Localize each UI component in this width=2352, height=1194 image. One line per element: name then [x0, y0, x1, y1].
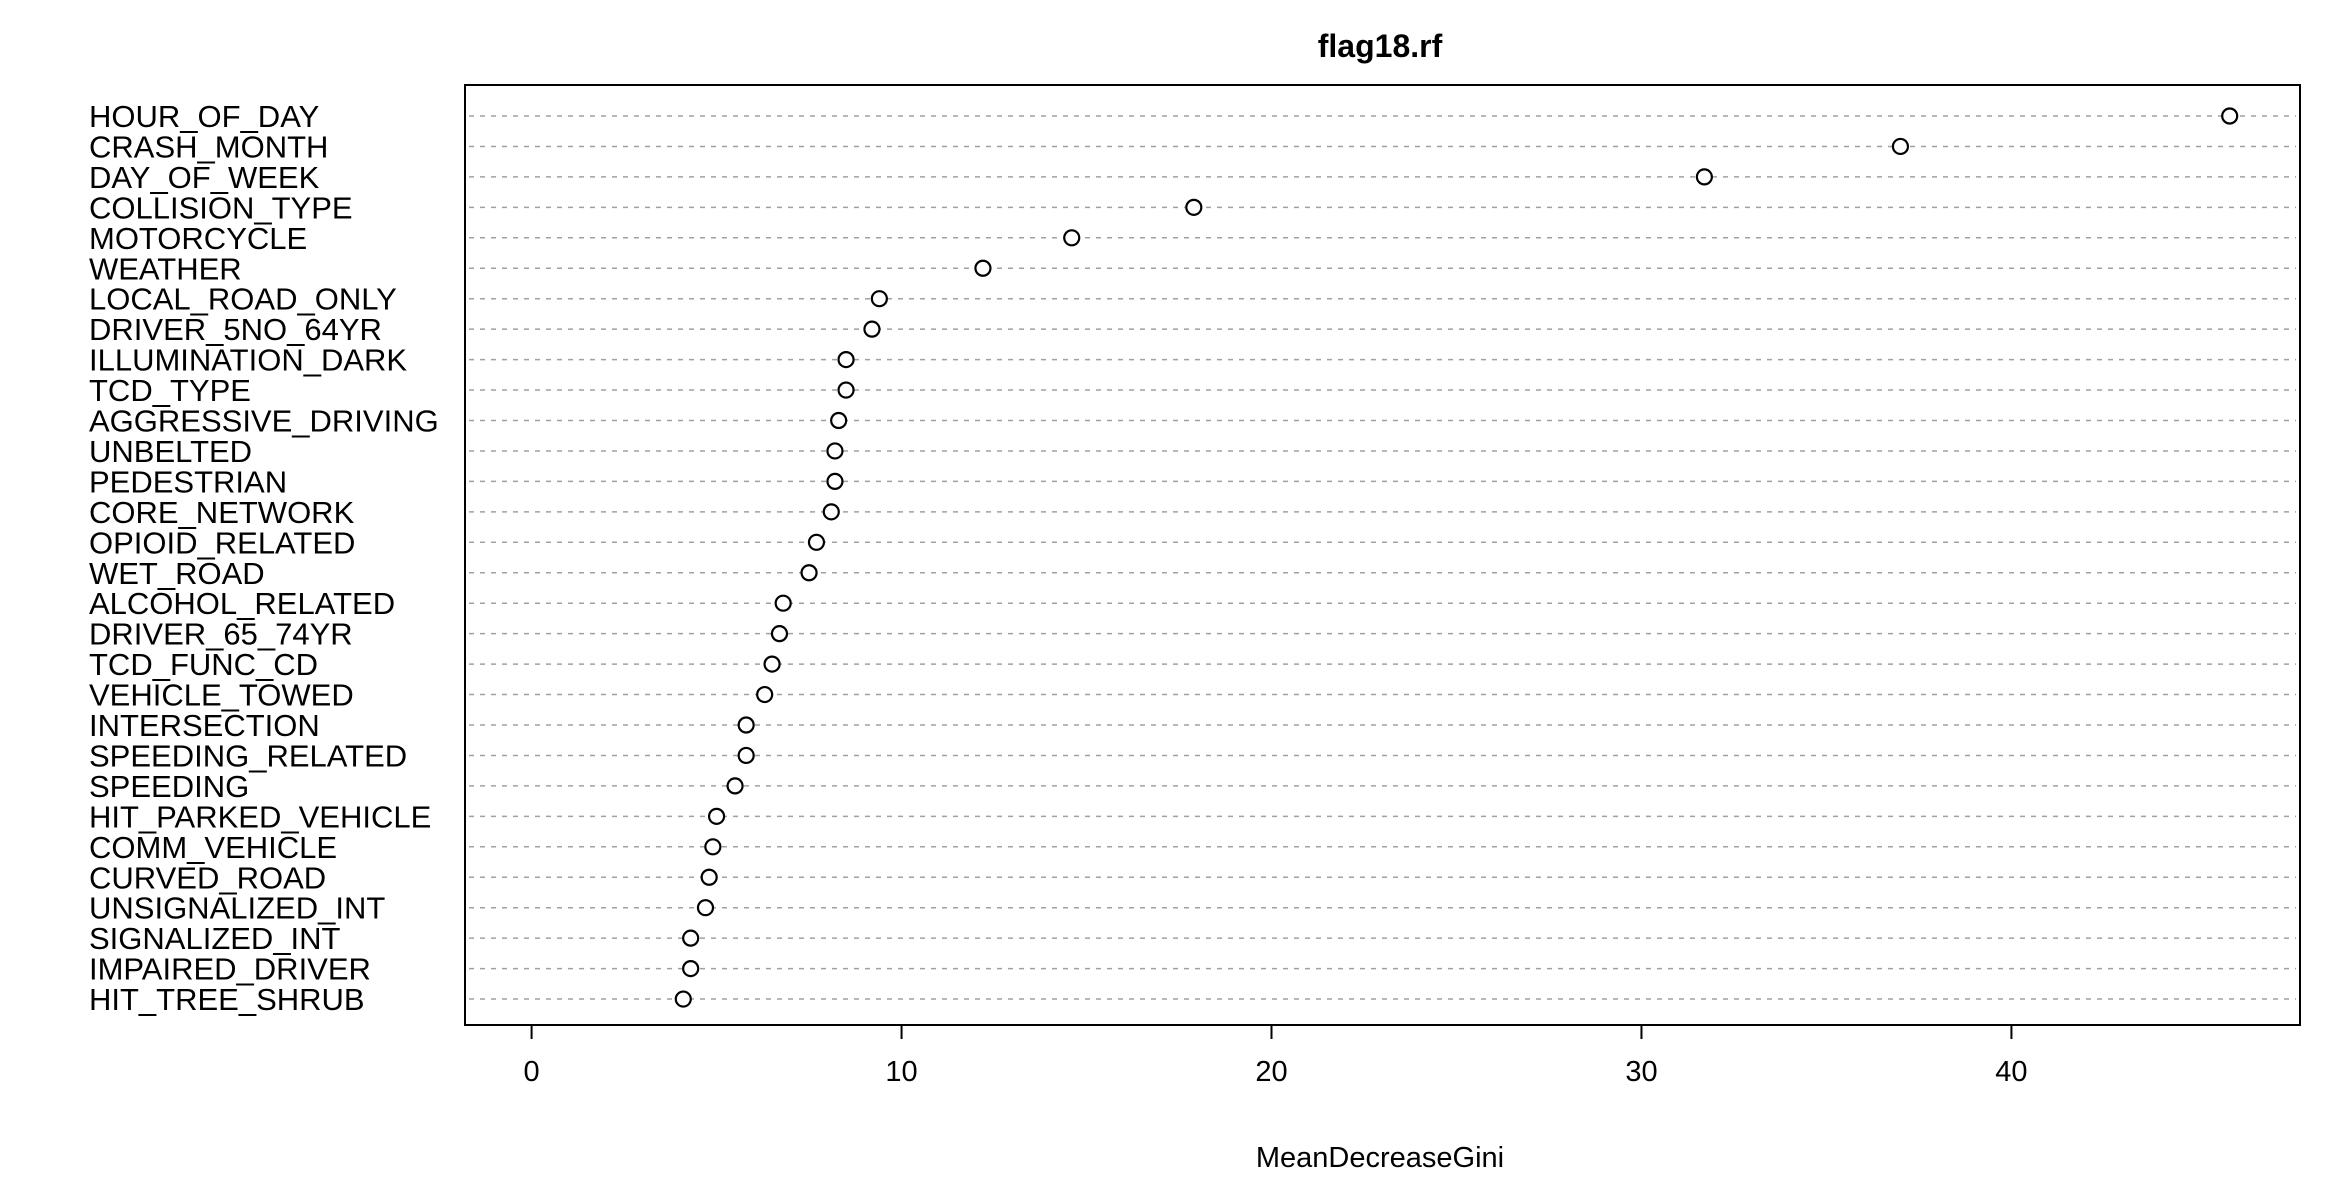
category-label: SPEEDING [89, 769, 249, 804]
category-label: CORE_NETWORK [89, 495, 355, 530]
data-points [674, 107, 2239, 1008]
data-point [737, 746, 755, 765]
category-label: DRIVER_5NO_64YR [89, 312, 382, 347]
x-tick-label: 0 [524, 1056, 540, 1088]
data-point [2221, 107, 2239, 125]
data-point [1185, 198, 1203, 216]
data-point [870, 290, 888, 308]
category-label: CURVED_ROAD [89, 860, 326, 895]
category-label: PEDESTRIAN [89, 464, 287, 499]
chart-title: flag18.rf [1318, 28, 1443, 64]
category-label: TCD_TYPE [89, 373, 251, 408]
category-label: SPEEDING_RELATED [89, 738, 407, 773]
x-axis: 0 10 20 30 40 [524, 1024, 2028, 1088]
x-tick-label: 30 [1625, 1056, 1657, 1088]
category-label: MOTORCYCLE [89, 221, 307, 256]
category-label: ILLUMINATION_DARK [89, 343, 407, 378]
data-point [863, 320, 881, 338]
data-point [826, 472, 844, 490]
category-label: DRIVER_65_74YR [89, 617, 353, 652]
category-label: HIT_PARKED_VEHICLE [89, 799, 431, 834]
data-point [763, 655, 781, 673]
data-point [737, 716, 755, 734]
category-label: LOCAL_ROAD_ONLY [89, 282, 397, 317]
category-label: AGGRESSIVE_DRIVING [89, 404, 439, 439]
data-point [826, 442, 844, 460]
category-label: CRASH_MONTH [89, 129, 328, 164]
x-tick-label: 20 [1255, 1056, 1287, 1088]
category-label: ALCOHOL_RELATED [89, 586, 395, 621]
data-point [837, 351, 855, 369]
plot-frame [464, 84, 2301, 1026]
data-point [837, 381, 855, 399]
data-point [726, 777, 744, 795]
data-point [707, 807, 726, 825]
data-point [674, 990, 692, 1008]
category-label: UNSIGNALIZED_INT [89, 891, 385, 926]
data-point [1063, 229, 1081, 247]
category-label: WEATHER [89, 251, 242, 286]
x-axis-label: MeanDecreaseGini [1256, 1142, 1504, 1174]
data-point [696, 899, 715, 917]
category-label: HOUR_OF_DAY [89, 99, 319, 134]
grid-lines [469, 115, 2296, 1000]
data-point [974, 259, 992, 277]
category-label: HIT_TREE_SHRUB [89, 982, 365, 1017]
data-point [822, 503, 840, 521]
category-label: UNBELTED [89, 434, 252, 469]
data-point [774, 594, 792, 612]
category-label: WET_ROAD [89, 556, 265, 591]
data-point [682, 959, 700, 978]
category-label: INTERSECTION [89, 708, 320, 743]
data-point [704, 838, 722, 856]
category-label: IMPAIRED_DRIVER [89, 952, 371, 987]
category-label: DAY_OF_WEEK [89, 160, 320, 195]
category-label: VEHICLE_TOWED [89, 678, 354, 713]
data-point [682, 929, 700, 947]
x-tick-label: 10 [885, 1056, 917, 1088]
data-point [800, 564, 818, 582]
x-tick-label: 40 [1995, 1056, 2027, 1088]
category-label: COMM_VEHICLE [89, 830, 337, 865]
data-point [700, 868, 718, 886]
data-point [770, 625, 789, 643]
category-label: TCD_FUNC_CD [89, 647, 318, 682]
category-label: COLLISION_TYPE [89, 190, 353, 225]
category-label: SIGNALIZED_INT [89, 921, 341, 956]
data-point [1695, 168, 1713, 186]
category-labels: HOUR_OF_DAYCRASH_MONTHDAY_OF_WEEKCOLLISI… [89, 99, 439, 1017]
data-point [807, 533, 826, 551]
category-label: OPIOID_RELATED [89, 525, 355, 560]
data-point [830, 411, 848, 430]
data-point [756, 685, 774, 704]
data-point [1891, 137, 1910, 156]
